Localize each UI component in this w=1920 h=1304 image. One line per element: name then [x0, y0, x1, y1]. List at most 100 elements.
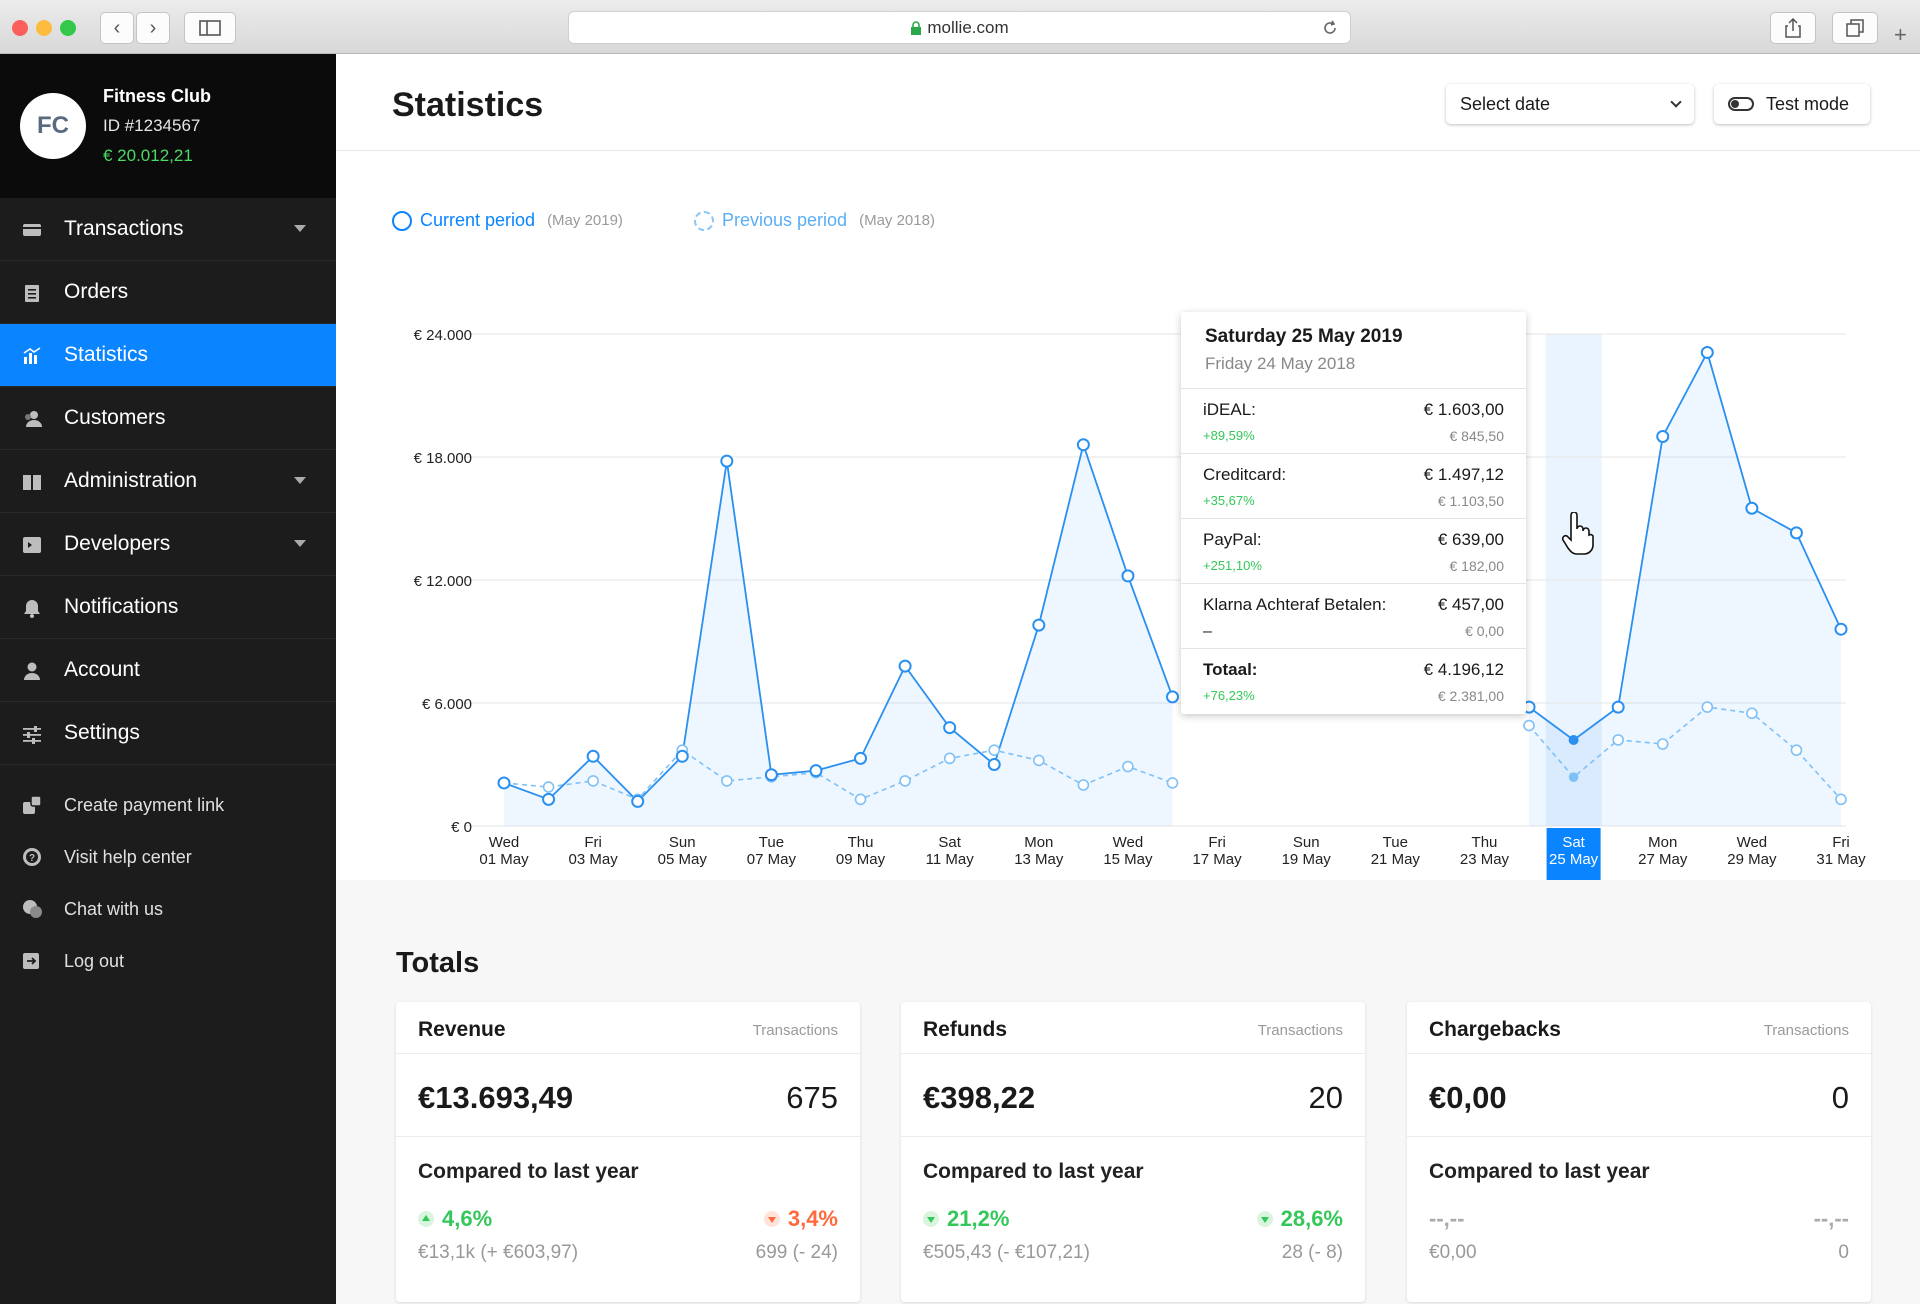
current-period-point[interactable]	[809, 764, 823, 778]
sidebar-link-create-payment-link[interactable]: Create payment link	[0, 779, 336, 831]
forward-button[interactable]: ›	[136, 12, 170, 44]
card-amount: €398,22	[923, 1080, 1036, 1115]
current-period-point[interactable]	[1568, 734, 1579, 745]
card-amount: €0,00	[1429, 1080, 1507, 1115]
previous-period-point[interactable]	[1656, 738, 1669, 750]
current-period-point[interactable]	[497, 776, 511, 790]
sidebar-item-transactions[interactable]: Transactions	[0, 198, 336, 261]
previous-period-point[interactable]	[1077, 779, 1090, 791]
current-period-point[interactable]	[854, 751, 868, 765]
test-mode-toggle[interactable]: Test mode	[1714, 84, 1870, 124]
card-count-change: --,--	[1814, 1206, 1849, 1232]
sidebar-item-customers[interactable]: Customers	[0, 387, 336, 450]
x-tick-weekday: Sun	[1293, 834, 1320, 851]
caret-down-icon[interactable]	[294, 540, 306, 547]
current-period-point[interactable]	[1611, 700, 1625, 714]
y-tick-label: € 18.000	[414, 450, 472, 467]
tooltip-row: Totaal: € 4.196,12 +76,23% € 2.381,00	[1181, 649, 1526, 714]
sidebar-item-label: Administration	[64, 469, 198, 492]
current-period-point[interactable]	[1700, 345, 1714, 359]
current-period-line	[1528, 350, 1842, 742]
tabs-overview-button[interactable]	[1832, 12, 1878, 44]
current-period-point[interactable]	[1656, 430, 1670, 443]
sidebar-item-developers[interactable]: Developers	[0, 513, 336, 576]
current-period-point[interactable]	[898, 659, 912, 673]
current-period-point[interactable]	[586, 749, 600, 763]
card-title: Chargebacks	[1429, 1018, 1561, 1041]
sidebar-item-statistics[interactable]: Statistics	[0, 324, 336, 387]
current-period-point[interactable]	[720, 454, 734, 468]
sidebar-toggle-button[interactable]	[184, 12, 236, 44]
previous-period-point[interactable]	[1790, 744, 1803, 756]
statistics-chart[interactable]: € 0€ 6.000€ 12.000€ 18.000€ 24.000Wed01 …	[336, 274, 1920, 894]
tooltip-row: Creditcard: € 1.497,12 +35,67% € 1.103,50	[1181, 454, 1526, 519]
x-tick-weekday: Tue	[759, 834, 784, 851]
previous-period-point[interactable]	[1032, 754, 1045, 767]
caret-down-icon[interactable]	[294, 477, 306, 484]
previous-period-point[interactable]	[1523, 719, 1535, 732]
current-period-point[interactable]	[1032, 618, 1046, 632]
maximize-window-button[interactable]	[60, 20, 76, 36]
previous-period-point[interactable]	[943, 752, 956, 765]
sidebar-item-account[interactable]: Account	[0, 639, 336, 702]
legend-current[interactable]: Current period (May 2019)	[392, 210, 623, 231]
previous-period-point[interactable]	[542, 781, 555, 793]
current-period-point[interactable]	[1076, 438, 1090, 452]
current-period-point[interactable]	[1834, 622, 1848, 636]
address-bar[interactable]: mollie.com	[568, 11, 1351, 44]
current-period-point[interactable]	[1166, 690, 1179, 704]
current-period-point[interactable]	[1789, 526, 1803, 540]
sidebar-item-orders[interactable]: Orders	[0, 261, 336, 324]
account-switcher[interactable]: FC Fitness Club ID #1234567 € 20.012,21	[0, 54, 336, 198]
previous-period-point[interactable]	[721, 775, 733, 787]
back-button[interactable]: ‹	[100, 12, 134, 44]
sidebar-item-notifications[interactable]: Notifications	[0, 576, 336, 639]
tooltip-row: iDEAL: € 1.603,00 +89,59% € 845,50	[1181, 389, 1526, 454]
previous-period-point[interactable]	[899, 775, 911, 787]
tooltip-rows: iDEAL: € 1.603,00 +89,59% € 845,50 Creditcar…	[1181, 389, 1526, 714]
totals-card-revenue: Revenue Transactions €13.693,49 675 Compared…	[396, 1002, 860, 1302]
sidebar-item-administration[interactable]: Administration	[0, 450, 336, 513]
current-period-point[interactable]	[1745, 501, 1759, 515]
x-tick-weekday: Tue	[1383, 834, 1408, 851]
current-period-point[interactable]	[542, 792, 556, 806]
sidebar-link-log-out[interactable]: Log out	[0, 935, 336, 987]
current-period-point[interactable]	[943, 721, 957, 735]
legend-previous[interactable]: Previous period (May 2018)	[694, 210, 935, 231]
card-last-year-amount: €0,00	[1429, 1242, 1477, 1263]
legend-current-sub: (May 2019)	[547, 212, 623, 229]
x-tick-weekday: Fri	[584, 834, 602, 851]
previous-period-point[interactable]	[1746, 707, 1758, 720]
previous-period-point[interactable]	[1122, 760, 1134, 773]
new-tab-button[interactable]: +	[1894, 22, 1907, 48]
sidebar-link-label: Visit help center	[64, 846, 192, 867]
current-period-point[interactable]	[987, 758, 1001, 771]
minimize-window-button[interactable]	[36, 20, 52, 36]
previous-period-point[interactable]	[988, 744, 1001, 756]
previous-period-point[interactable]	[1612, 734, 1624, 746]
card-amount-change: 21,2%	[923, 1206, 1009, 1232]
sidebar-icon	[199, 20, 221, 36]
sidebar-link-label: Chat with us	[64, 898, 164, 919]
previous-period-point[interactable]	[1835, 793, 1847, 806]
previous-period-point[interactable]	[854, 793, 867, 806]
previous-period-point[interactable]	[1701, 701, 1714, 713]
caret-down-icon[interactable]	[294, 225, 306, 232]
previous-period-point[interactable]	[1568, 772, 1579, 782]
current-period-point[interactable]	[631, 794, 645, 808]
current-period-point[interactable]	[1121, 569, 1135, 583]
close-window-button[interactable]	[12, 20, 28, 36]
reload-icon[interactable]	[1322, 20, 1338, 36]
previous-period-point[interactable]	[1166, 777, 1179, 789]
sidebar-link-visit-help-center[interactable]: ? Visit help center	[0, 831, 336, 883]
tooltip-row: PayPal: € 639,00 +251,10% € 182,00	[1181, 519, 1526, 584]
sidebar-link-label: Log out	[64, 950, 125, 971]
sidebar-link-chat-with-us[interactable]: Chat with us	[0, 883, 336, 935]
previous-period-point[interactable]	[587, 775, 599, 787]
sidebar-item-settings[interactable]: Settings	[0, 702, 336, 765]
x-tick-weekday: Fri	[1832, 834, 1850, 851]
current-period-point[interactable]	[764, 768, 778, 782]
date-select[interactable]: Select date	[1446, 84, 1694, 124]
share-button[interactable]	[1770, 12, 1816, 44]
current-period-point[interactable]	[675, 749, 689, 763]
